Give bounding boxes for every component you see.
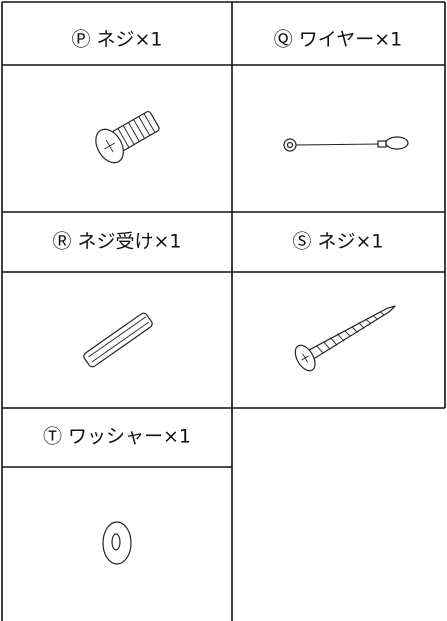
- screw-icon: [95, 110, 160, 164]
- washer-icon: [102, 521, 132, 565]
- part-label: Ⓠ ワイヤー×1: [274, 29, 402, 51]
- wood-screw-icon: [294, 305, 396, 372]
- wire-icon: [283, 136, 409, 152]
- part-label: Ⓢ ネジ×1: [292, 231, 383, 253]
- part-label: Ⓡ ネジ受け×1: [52, 231, 181, 253]
- part-label: Ⓣ ワッシャー×1: [43, 426, 191, 448]
- part-label: Ⓟ ネジ×1: [71, 29, 162, 51]
- anchor-icon: [83, 312, 153, 368]
